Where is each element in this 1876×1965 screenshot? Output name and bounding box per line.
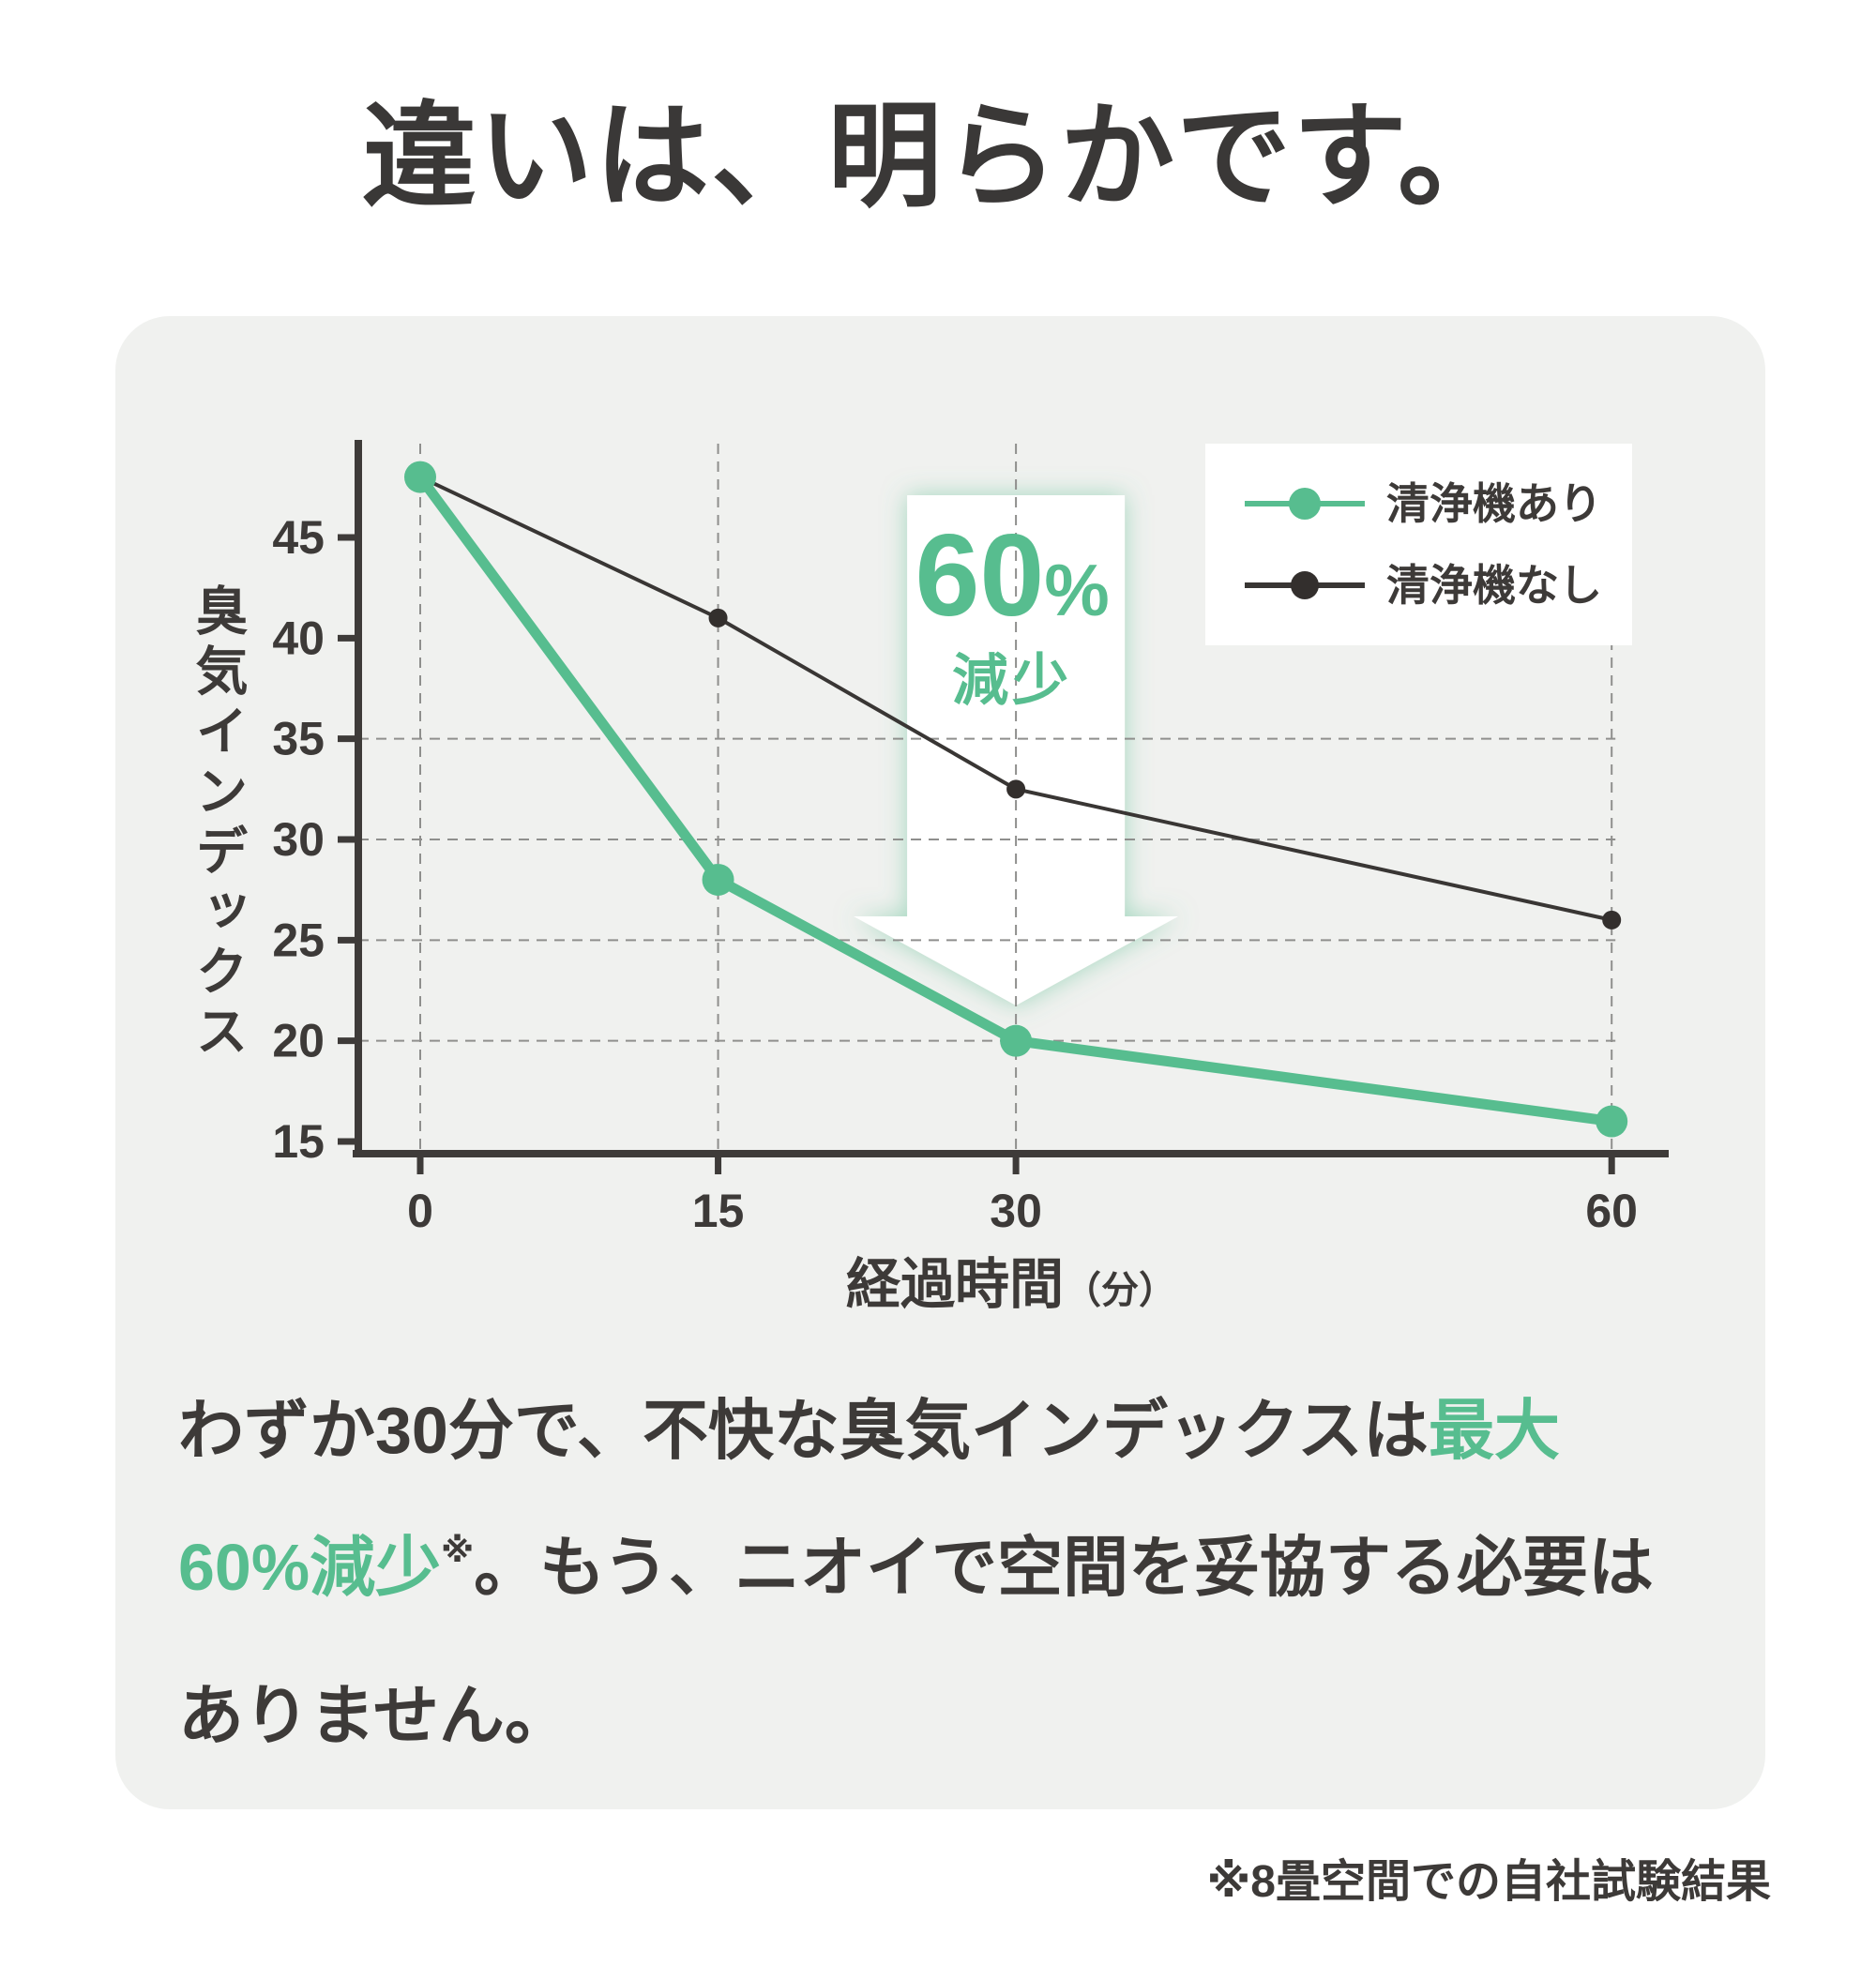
data-point (1596, 1105, 1628, 1138)
data-point (1602, 910, 1622, 930)
x-tick-label: 30 (990, 1185, 1042, 1237)
series-line (416, 474, 1612, 1126)
y-tick-label: 45 (272, 511, 325, 564)
legend-box (1205, 444, 1632, 645)
tick-labels: 45 40 35 30 25 20 15 0 15 30 60 (272, 511, 1638, 1237)
y-tick-label: 20 (272, 1015, 325, 1067)
annotation-value: 60% (915, 511, 1109, 641)
body-line3-dark: ありません。 (178, 1679, 570, 1752)
legend-item-清浄機あり: 清浄機あり (1245, 479, 1602, 528)
body-text: わずか30分で、不快な臭気インデックスは最大 60%減少※。もう、ニオイで空間を… (178, 1362, 1735, 1784)
data-point (404, 461, 436, 493)
footnote-marker: ※ (441, 1531, 475, 1569)
body-line-1: わずか30分で、不快な臭気インデックスは最大 (178, 1362, 1735, 1499)
y-tick-label: 30 (272, 813, 325, 866)
y-axis-title: 臭気インデックス (189, 583, 248, 1064)
legend-item-清浄機なし: 清浄機なし (1245, 561, 1602, 610)
x-axis-title-unit: （分） (1064, 1270, 1176, 1311)
series-清浄機あり (404, 461, 1628, 1138)
annotation-label: 減少 (952, 649, 1072, 712)
tick-marks (338, 534, 1615, 1174)
x-tick-label: 60 (1585, 1185, 1638, 1237)
data-point (1006, 779, 1026, 799)
body-line-3: ありません。 (178, 1647, 1735, 1784)
x-axis-title-text: 経過時間 (845, 1254, 1064, 1315)
y-tick-label: 35 (272, 713, 325, 765)
x-tick-label: 0 (407, 1185, 433, 1237)
y-tick-label: 25 (272, 914, 325, 966)
data-point (702, 863, 734, 896)
x-tick-label: 15 (692, 1185, 745, 1237)
series-line (419, 475, 1612, 922)
data-point (1000, 1024, 1033, 1057)
legend-label: 清浄機なし (1386, 561, 1602, 610)
footnote: ※8畳空間での自社試験結果 (1206, 1857, 1771, 1907)
legend-label: 清浄機あり (1386, 479, 1602, 528)
y-tick-label: 40 (272, 612, 325, 664)
legend-marker (1289, 488, 1321, 520)
x-axis-title: 経過時間（分） (358, 1240, 1664, 1319)
body-line-2: 60%減少※。もう、ニオイで空間を妥協する必要は (178, 1499, 1735, 1647)
legend-marker (1291, 571, 1319, 599)
body-line2-dark: 。もう、ニオイで空間を妥協する必要は (474, 1531, 1655, 1604)
axes (353, 440, 1669, 1157)
series-清浄機なし (411, 467, 1622, 930)
page-title: 違いは、明らかです。 (362, 93, 1514, 220)
y-tick-label: 15 (272, 1115, 325, 1168)
data-point (708, 608, 728, 627)
body-line1-dark: わずか30分で、不快な臭気インデックスは (178, 1394, 1429, 1467)
body-line1-green: 最大 (1428, 1394, 1560, 1467)
body-line2-green: 60%減少 (178, 1531, 442, 1604)
annotation-60-percent: 60% 減少 (915, 511, 1109, 712)
